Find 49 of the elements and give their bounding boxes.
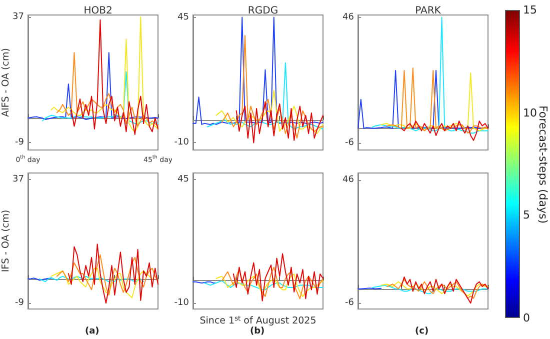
line-series (380, 281, 488, 296)
line-series (358, 70, 488, 129)
line-series (216, 273, 324, 297)
y-tick-label: 45 (178, 174, 189, 185)
y-tick-label: 37 (12, 12, 24, 22)
color-bar-label: 10 (523, 106, 537, 120)
line-series (386, 278, 488, 299)
y-tick-label: -6 (345, 138, 354, 148)
y-tick-label: -9 (15, 138, 24, 148)
line-series (232, 253, 324, 302)
y-tick-label: -10 (174, 298, 190, 308)
line-series (204, 280, 324, 290)
chart-title: HOB2 (84, 6, 112, 16)
chart-title: RGDG (248, 6, 278, 16)
line-series (56, 52, 158, 127)
chart-title: PARK (415, 6, 442, 16)
y-tick-label: -6 (345, 298, 354, 308)
line-series (68, 244, 158, 304)
line-series (206, 62, 324, 130)
y-tick-label: -10 (174, 138, 190, 148)
line-series (400, 120, 488, 141)
line-series (221, 266, 324, 300)
line-series (28, 52, 158, 120)
line-series (372, 16, 488, 134)
color-bar-label: 0 (523, 312, 530, 324)
color-bar-title: Forecast-steps (days) (536, 104, 550, 224)
text: (b) (250, 326, 265, 336)
y-tick-label: 45 (178, 12, 189, 22)
line-series (70, 19, 158, 135)
line-series (192, 16, 324, 125)
line-series (50, 268, 153, 298)
text: (c) (415, 326, 429, 336)
y-axis-title: IFS - OA (cm) (0, 210, 12, 272)
line-series (372, 284, 488, 294)
y-tick-label: -9 (15, 298, 24, 308)
y-axis-title: AIFS - OA (cm) (0, 48, 12, 117)
line-series (221, 35, 324, 139)
color-bar-label: 5 (523, 208, 530, 222)
line-series (236, 101, 324, 144)
text: (a) (85, 326, 100, 336)
line-series (400, 276, 488, 304)
line-series (50, 16, 158, 132)
line-series (56, 254, 158, 296)
color-bar-label: 15 (523, 4, 537, 16)
y-tick-label: 37 (12, 174, 24, 185)
line-series (216, 90, 324, 134)
y-tick-label: 46 (342, 12, 354, 22)
y-tick-label: 46 (342, 174, 354, 185)
line-series (42, 71, 158, 124)
